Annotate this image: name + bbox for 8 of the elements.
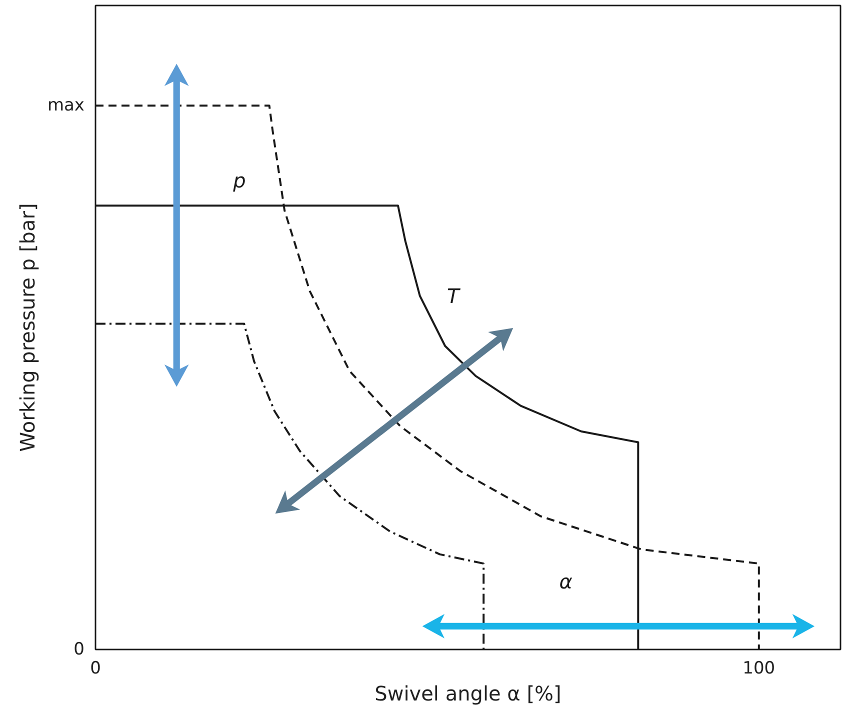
- annotation: α: [559, 570, 572, 594]
- text: 0: [74, 640, 85, 660]
- annotation: T: [446, 284, 461, 308]
- annotation: p: [232, 168, 246, 193]
- text: max: [47, 96, 85, 116]
- y-axis-title: Working pressure p [bar]: [15, 203, 40, 452]
- x-axis-title: Swivel angle α [%]: [374, 682, 562, 706]
- x-tick-label: 100: [742, 658, 776, 678]
